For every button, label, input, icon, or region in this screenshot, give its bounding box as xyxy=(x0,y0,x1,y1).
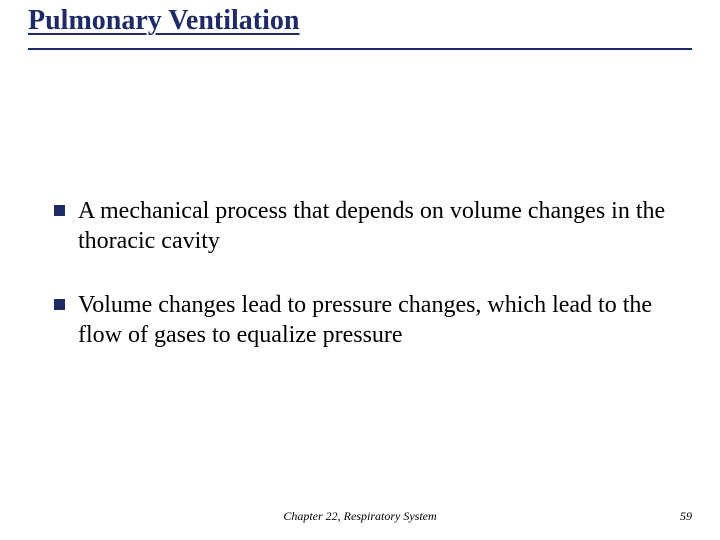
list-item: A mechanical process that depends on vol… xyxy=(54,196,670,256)
slide: Pulmonary Ventilation A mechanical proce… xyxy=(0,0,720,540)
title-rule xyxy=(28,48,692,50)
bullet-text: Volume changes lead to pressure changes,… xyxy=(78,292,652,348)
title-wrap: Pulmonary Ventilation xyxy=(28,6,692,37)
bullet-text: A mechanical process that depends on vol… xyxy=(78,198,665,254)
slide-title: Pulmonary Ventilation xyxy=(28,6,692,37)
footer-text: Chapter 22, Respiratory System xyxy=(0,509,720,524)
bullet-list: A mechanical process that depends on vol… xyxy=(54,196,670,384)
page-number: 59 xyxy=(680,509,692,524)
list-item: Volume changes lead to pressure changes,… xyxy=(54,290,670,350)
